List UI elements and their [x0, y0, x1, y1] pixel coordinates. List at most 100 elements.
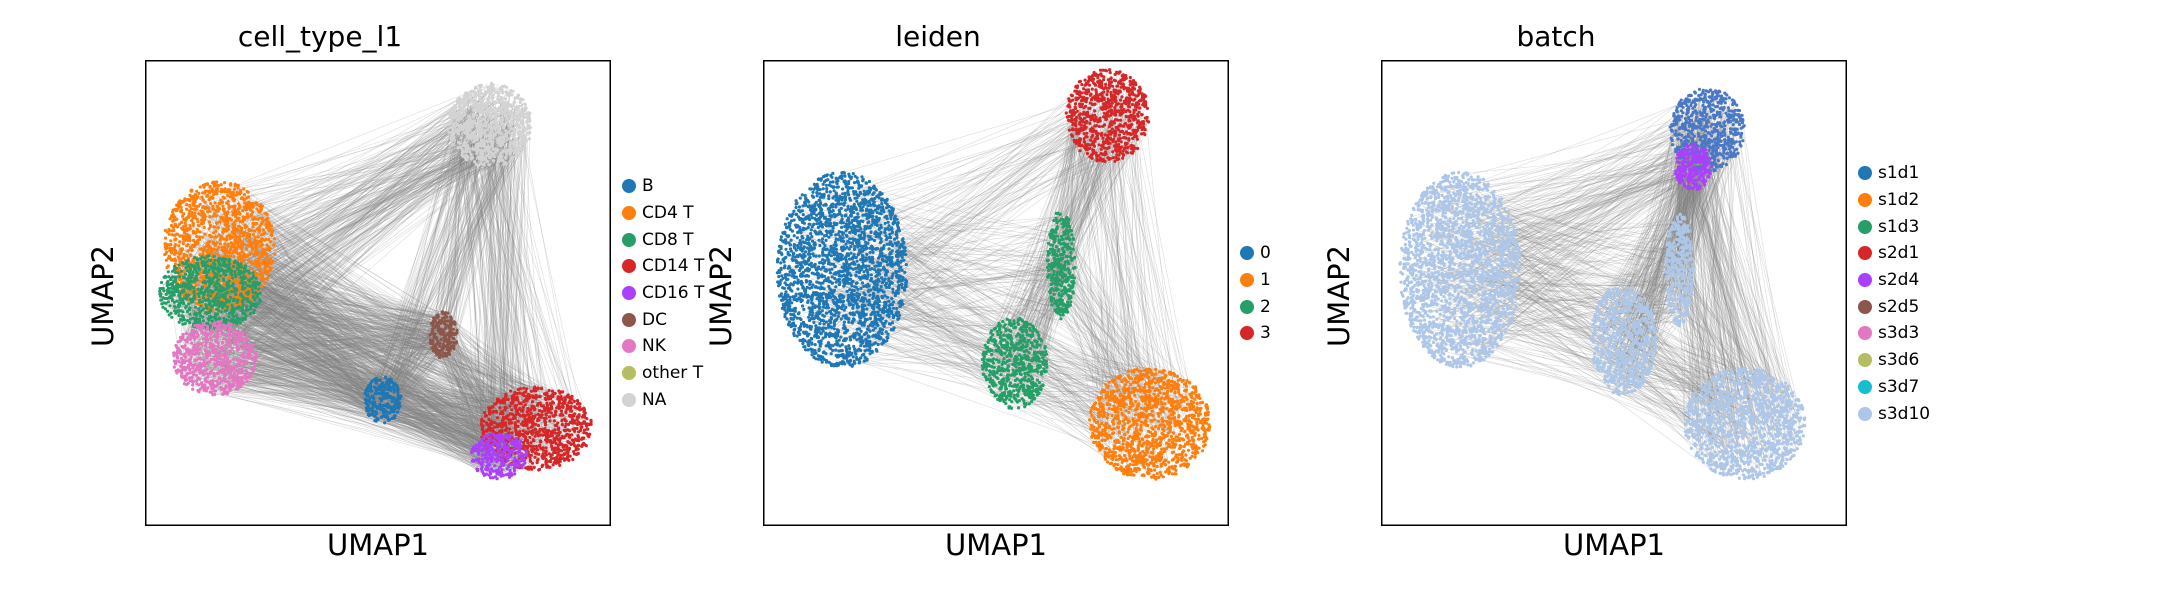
- graph-edge: [445, 139, 517, 321]
- data-point: [253, 238, 257, 242]
- data-point: [502, 162, 506, 166]
- graph-edge: [207, 148, 523, 371]
- graph-edge: [242, 121, 507, 210]
- graph-edge: [441, 134, 497, 314]
- data-point: [211, 204, 215, 208]
- graph-edge: [214, 206, 394, 408]
- graph-edge: [265, 217, 514, 462]
- data-point: [480, 158, 485, 162]
- graph-edge: [234, 268, 522, 453]
- data-point: [234, 292, 238, 297]
- data-point: [219, 199, 223, 203]
- data-point: [205, 306, 209, 310]
- graph-edge: [208, 260, 586, 428]
- graph-edge: [239, 137, 507, 294]
- data-point: [462, 105, 466, 109]
- graph-edge: [386, 149, 500, 422]
- graph-edge: [169, 240, 506, 473]
- data-point: [191, 300, 195, 304]
- graph-edge: [463, 134, 505, 407]
- graph-edge: [394, 109, 494, 389]
- data-point: [191, 229, 195, 233]
- data-point: [221, 277, 225, 281]
- data-point: [231, 282, 235, 286]
- graph-edge: [245, 153, 517, 349]
- graph-edge: [438, 124, 515, 351]
- data-point: [506, 119, 510, 123]
- graph-edge: [485, 95, 510, 457]
- data-point: [518, 100, 522, 105]
- data-point: [216, 205, 220, 209]
- data-point: [485, 153, 489, 158]
- graph-edge: [239, 237, 437, 331]
- graph-edge: [238, 156, 500, 211]
- graph-edge: [369, 149, 518, 396]
- data-point: [211, 240, 215, 244]
- data-point: [476, 156, 480, 160]
- graph-edge: [226, 303, 388, 399]
- data-point: [211, 214, 215, 218]
- data-point: [202, 307, 206, 311]
- graph-edge: [479, 147, 571, 400]
- graph-edge: [438, 152, 512, 317]
- graph-edge: [245, 267, 442, 319]
- graph-edge: [513, 155, 530, 395]
- data-point: [521, 122, 525, 127]
- data-point: [483, 157, 487, 161]
- graph-edge: [223, 210, 536, 434]
- data-point: [244, 247, 248, 251]
- graph-edge: [251, 142, 479, 196]
- graph-edge: [215, 136, 516, 352]
- graph-edge: [197, 132, 502, 351]
- graph-edge: [212, 147, 486, 365]
- data-point: [181, 315, 186, 320]
- data-point: [522, 142, 526, 147]
- graph-edge: [179, 266, 203, 368]
- graph-edge: [370, 126, 483, 400]
- graph-edge: [521, 119, 531, 446]
- data-point: [188, 203, 192, 208]
- graph-edge: [240, 109, 469, 333]
- graph-edge: [383, 158, 510, 387]
- data-point: [198, 311, 202, 315]
- graph-edge: [187, 302, 377, 411]
- data-point: [226, 282, 230, 286]
- data-point: [261, 248, 265, 252]
- graph-edge: [272, 240, 432, 325]
- graph-edge: [192, 320, 388, 419]
- data-point: [177, 320, 181, 324]
- graph-edge: [191, 282, 533, 406]
- data-point: [227, 203, 231, 207]
- graph-edge: [223, 127, 513, 281]
- graph-edge: [182, 312, 446, 332]
- data-point: [519, 134, 523, 139]
- graph-edge: [171, 227, 184, 323]
- data-point: [250, 276, 254, 281]
- data-point: [214, 183, 219, 187]
- data-point: [203, 279, 207, 284]
- graph-edge: [230, 187, 517, 414]
- graph-edge: [240, 305, 455, 330]
- data-point: [498, 129, 502, 133]
- graph-edge: [474, 157, 565, 426]
- graph-edge: [497, 106, 516, 450]
- data-point: [489, 123, 493, 127]
- graph-edge: [228, 243, 455, 333]
- data-point: [217, 376, 221, 380]
- graph-edge: [236, 257, 502, 406]
- data-point: [452, 135, 456, 139]
- graph-edge: [269, 224, 520, 437]
- graph-edge: [244, 143, 517, 280]
- data-point: [482, 163, 486, 167]
- data-point: [508, 103, 512, 107]
- graph-edge: [440, 156, 503, 315]
- graph-edge: [471, 161, 524, 408]
- data-point: [249, 243, 253, 247]
- data-point: [181, 214, 185, 218]
- data-point: [251, 271, 255, 275]
- data-point: [181, 322, 185, 326]
- data-point: [196, 287, 200, 291]
- data-point: [182, 252, 186, 256]
- data-point: [162, 275, 166, 279]
- data-point: [199, 257, 203, 261]
